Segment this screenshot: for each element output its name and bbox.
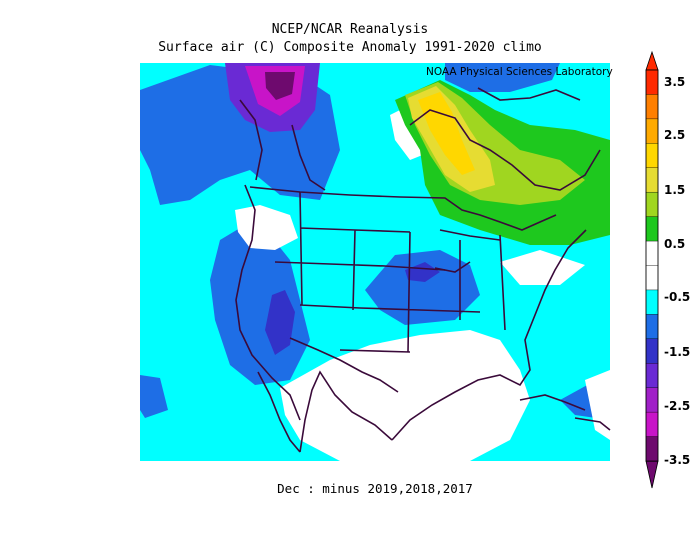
region-plains-core — [405, 262, 440, 282]
region-alaska-dark — [265, 72, 295, 100]
mexico-coastline — [299, 370, 393, 453]
great-lakes — [434, 229, 501, 273]
colorbar-cell — [645, 265, 659, 291]
region-arctic-cold — [445, 63, 560, 92]
region-pacific-cold — [140, 375, 168, 418]
colorbar-label-1.5: 1.5 — [664, 183, 686, 197]
baja-coastline — [257, 371, 301, 453]
colorbar-label-3.5: 3.5 — [664, 75, 686, 89]
colorbar-cell — [645, 94, 659, 120]
colorbar-cell — [645, 314, 659, 340]
region-south-neutral — [280, 330, 530, 461]
colorbar-cell — [645, 69, 659, 96]
gulf-east-coastline — [391, 229, 587, 441]
chart-title-line2: Surface air (C) Composite Anomaly 1991-2… — [158, 40, 542, 55]
colorbar-label-neg3.5: -3.5 — [664, 453, 691, 467]
region-quebec-core — [418, 92, 475, 175]
west-coastline — [235, 184, 301, 421]
region-atlantic-neutral — [500, 250, 585, 285]
colorbar-cell — [645, 118, 659, 145]
us-canada-border — [249, 186, 557, 231]
us-mexico-border — [289, 337, 399, 393]
colorbar — [645, 50, 659, 489]
colorbar-cell — [645, 363, 659, 389]
credit-label: NOAA Physical Sciences Laboratory — [426, 66, 613, 78]
cuba-caribbean — [519, 394, 611, 431]
alaska-coast — [239, 99, 263, 181]
colorbar-cell — [645, 411, 659, 438]
colorbar-cell — [645, 338, 659, 364]
colorbar-cell — [645, 167, 659, 193]
arctic-islands — [477, 87, 581, 101]
hudson-labrador-coast — [409, 109, 601, 191]
region-atlantic-east-neutral — [585, 370, 610, 440]
colorbar-cell — [645, 240, 659, 267]
colorbar-label-neg0.5: -0.5 — [664, 290, 691, 304]
colorbar-cell — [645, 216, 659, 242]
colorbar-top-arrow — [645, 50, 659, 71]
colorbar-cell — [645, 436, 659, 462]
colorbar-cell — [645, 289, 659, 316]
colorbar-outline — [645, 69, 659, 462]
footer-caption: Dec : minus 2019,2018,2017 — [277, 481, 473, 496]
map-boundaries — [235, 87, 611, 453]
state-lines — [274, 191, 506, 353]
colorbar-label-0.5: 0.5 — [664, 237, 686, 251]
colorbar-cell — [645, 191, 659, 218]
region-northwest-neutral — [235, 205, 298, 250]
region-central-plains-cold — [365, 250, 480, 325]
chart-title-line1: NCEP/NCAR Reanalysis — [271, 22, 429, 37]
region-southwest-core — [265, 290, 295, 355]
colorbar-label-neg2.5: -2.5 — [664, 399, 691, 413]
canada-inner-line — [291, 124, 326, 191]
colorbar-cell — [645, 143, 659, 169]
colorbar-cell — [645, 387, 659, 413]
colorbar-label-2.5: 2.5 — [664, 128, 686, 142]
colorbar-label-neg1.5: -1.5 — [664, 345, 691, 359]
